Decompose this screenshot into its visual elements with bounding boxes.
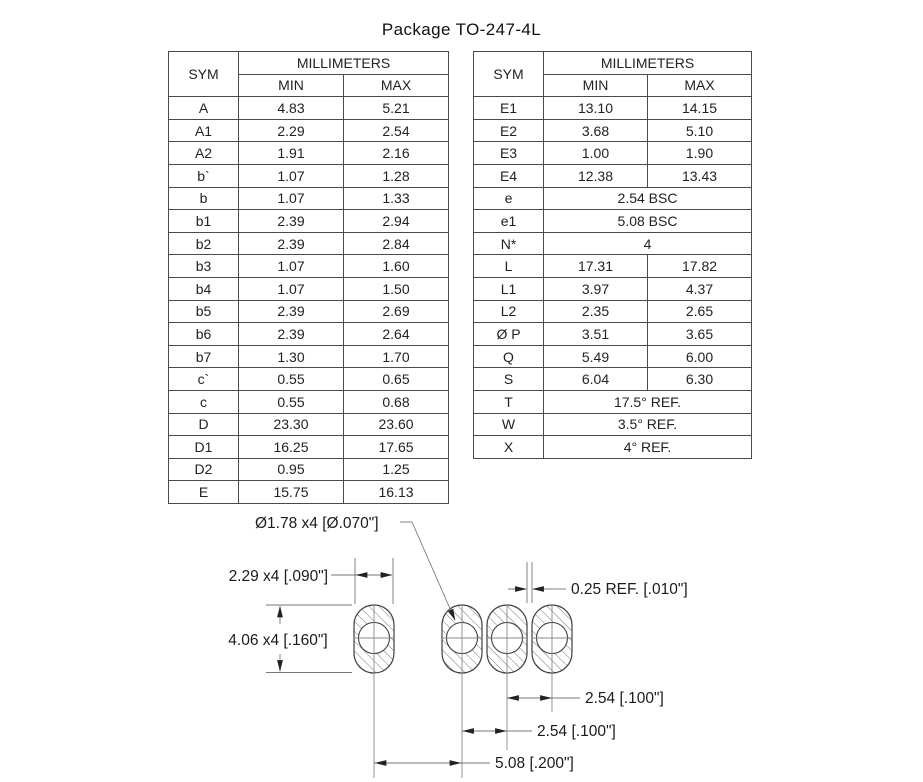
- table-row: b7 1.30 1.70: [168, 344, 450, 369]
- dimension-pitch-a: 2.54 [.100"]: [507, 690, 664, 707]
- dim-hole-label: Ø1.78 x4 [Ø.070"]: [255, 515, 379, 532]
- table-header-row: SYM MILLIMETERS: [473, 50, 753, 98]
- min-cell: 1.07: [238, 276, 344, 301]
- table-row: c 0.55 0.68: [168, 389, 450, 414]
- table-row: Ø P 3.51 3.65: [473, 322, 753, 346]
- max-cell: 1.50: [342, 276, 450, 301]
- dimensions-table-right: SYM MILLIMETERS MIN MAX E1 13.10 14.15 E2 3.…: [473, 50, 753, 459]
- max-cell: 3.65: [646, 322, 753, 346]
- max-cell: 1.28: [342, 163, 450, 188]
- dim-pitch-c-label: 5.08 [.200"]: [495, 755, 574, 772]
- page-title: Package TO-247-4L: [381, 20, 542, 39]
- leader-line: [411, 521, 456, 621]
- table-row: D1 16.25 17.65: [168, 435, 450, 459]
- value-cell-span: 2.54 BSC: [542, 186, 753, 211]
- table-row: b2 2.39 2.84: [168, 231, 450, 256]
- max-cell: 6.30: [646, 367, 753, 391]
- sym-cell: E: [168, 480, 239, 504]
- table-header-row: MIN MAX: [169, 73, 450, 98]
- sym-cell: E4: [473, 163, 544, 188]
- table-row: b4 1.07 1.50: [168, 276, 450, 301]
- max-cell: 17.65: [342, 435, 450, 459]
- table-row: E1 13.10 14.15: [473, 96, 753, 120]
- table-row: D2 0.95 1.25: [168, 457, 450, 482]
- table-row: E2 3.68 5.10: [473, 118, 753, 143]
- min-cell: 16.25: [238, 435, 344, 459]
- sym-cell: E2: [473, 118, 544, 143]
- dimension-pad-height: 4.06 x4 [.160"]: [228, 604, 352, 673]
- table-row: b3 1.07 1.60: [168, 254, 450, 278]
- value-cell-span: 4° REF.: [542, 435, 753, 459]
- sym-cell: Ø P: [473, 322, 544, 346]
- max-cell: 2.16: [342, 141, 450, 165]
- table-row: Q 5.49 6.00: [473, 344, 753, 369]
- min-cell: 23.30: [238, 412, 344, 437]
- dimensions-table-left: SYM MILLIMETERS MIN MAX A 4.83 5.21 A1 2.29 2…: [168, 50, 450, 504]
- min-cell: 0.55: [238, 367, 344, 391]
- min-cell: 1.91: [238, 141, 344, 165]
- dimension-pad-width: 2.29 x4 [.090"]: [229, 558, 394, 604]
- min-cell: 2.39: [238, 322, 344, 346]
- column-header-millimeters: MILLIMETERS: [237, 51, 450, 75]
- table-body-left: A 4.83 5.21 A1 2.29 2.54 A2 1.91 2.16 b` 1.07 1.28 b…: [168, 96, 450, 504]
- dim-pitch-a-label: 2.54 [.100"]: [585, 690, 664, 707]
- centerlines: [355, 605, 571, 778]
- dimension-pitch-c: 5.08 [.200"]: [374, 755, 574, 772]
- min-cell: 1.07: [238, 163, 344, 188]
- max-cell: 6.00: [646, 344, 753, 369]
- dim-pad-width-label: 2.29 x4 [.090"]: [229, 568, 328, 585]
- dim-pad-height-label: 4.06 x4 [.160"]: [228, 632, 327, 649]
- table-row: E4 12.38 13.43: [473, 163, 753, 188]
- sym-cell: L1: [473, 276, 544, 301]
- table-row: b6 2.39 2.64: [168, 322, 450, 346]
- pad-shapes: [353, 604, 573, 674]
- max-cell: 1.60: [342, 254, 450, 278]
- dimension-hole: Ø1.78 x4 [Ø.070"]: [255, 515, 456, 621]
- table-body-right: E1 13.10 14.15 E2 3.68 5.10 E3 1.00 1.90 E4 12.38 1…: [473, 96, 753, 459]
- max-cell: 4.37: [646, 276, 753, 301]
- dim-web-label: 0.25 REF. [.010"]: [571, 581, 688, 598]
- table-row: L1 3.97 4.37: [473, 276, 753, 301]
- table-row: D 23.30 23.60: [168, 412, 450, 437]
- column-header-millimeters: MILLIMETERS: [542, 51, 753, 75]
- table-row: b1 2.39 2.94: [168, 209, 450, 233]
- table-row: e 2.54 BSC: [473, 186, 753, 211]
- table-header-row: MIN MAX: [474, 73, 753, 98]
- column-header-max: MAX: [342, 73, 450, 98]
- table-row: L2 2.35 2.65: [473, 299, 753, 324]
- table-row: b` 1.07 1.28: [168, 163, 450, 188]
- sym-cell: b3: [168, 254, 239, 278]
- table-row: b5 2.39 2.69: [168, 299, 450, 324]
- dimension-web: 0.25 REF. [.010"]: [508, 562, 688, 603]
- sym-cell: b6: [168, 322, 239, 346]
- min-cell: 1.00: [543, 141, 648, 165]
- sym-cell: b7: [168, 344, 239, 369]
- min-cell: 0.95: [238, 457, 344, 482]
- max-cell: 23.60: [342, 412, 450, 437]
- min-cell: 1.30: [238, 344, 344, 369]
- table-row: A2 1.91 2.16: [168, 141, 450, 165]
- table-row: E 15.75 16.13: [168, 480, 450, 504]
- table-row: X 4° REF.: [473, 435, 753, 459]
- table-row: S 6.04 6.30: [473, 367, 753, 391]
- min-cell: 2.39: [238, 231, 344, 256]
- max-cell: 0.68: [342, 389, 450, 414]
- max-cell: 16.13: [342, 480, 450, 504]
- min-cell: 5.49: [543, 344, 648, 369]
- dim-pitch-b-label: 2.54 [.100"]: [537, 723, 616, 740]
- dimension-pitch-b: 2.54 [.100"]: [462, 723, 616, 740]
- table-row: A1 2.29 2.54: [168, 118, 450, 143]
- table-row: E3 1.00 1.90: [473, 141, 753, 165]
- table-row: N* 4: [473, 231, 753, 256]
